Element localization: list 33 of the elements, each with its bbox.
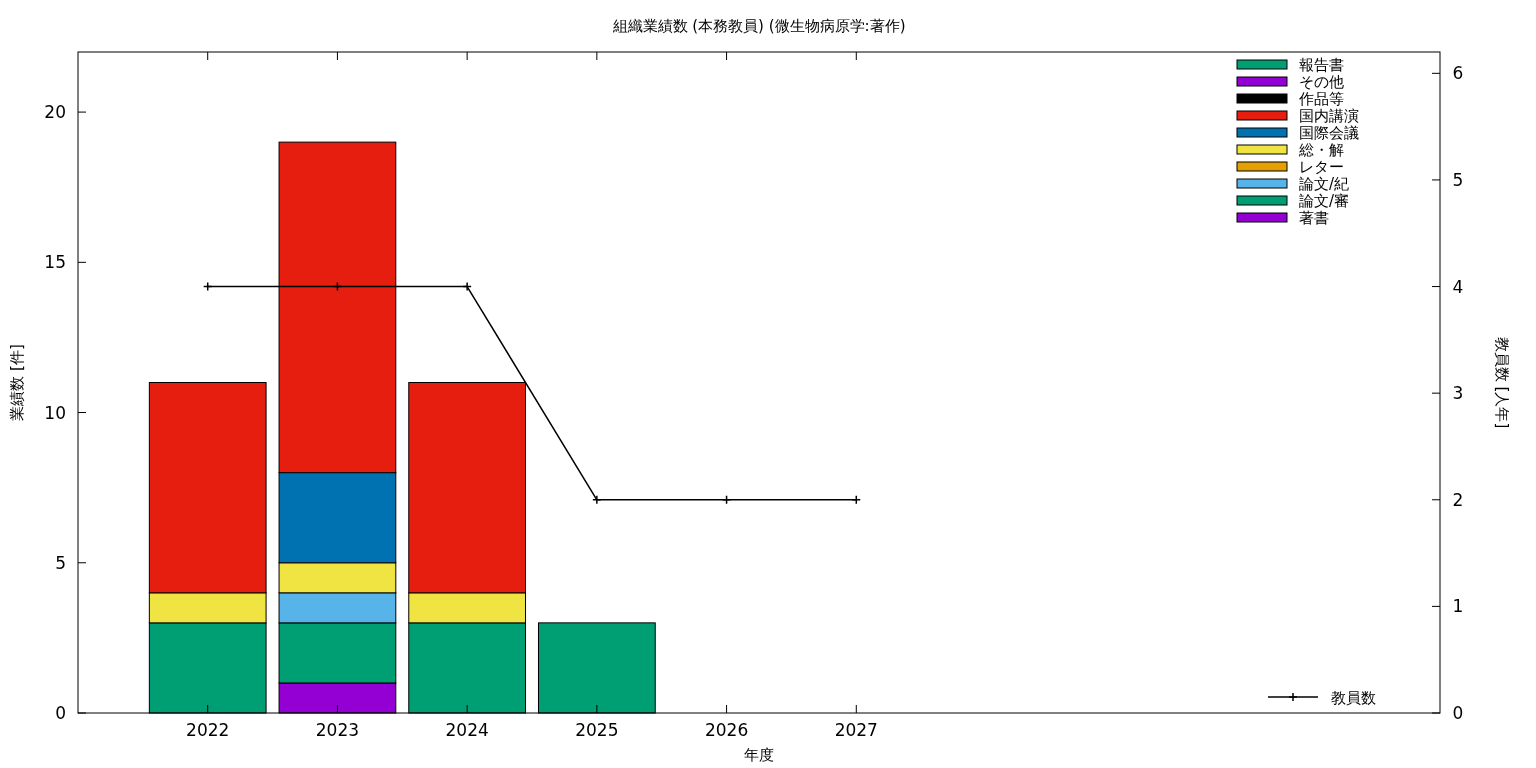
legend-label: 作品等 [1298,90,1344,108]
x-axis-title: 年度 [744,746,774,764]
legend-label: その他 [1299,73,1344,91]
x-tick-label: 2025 [575,720,619,740]
legend-label: 報告書 [1299,56,1344,74]
y-tick-label: 0 [55,703,66,723]
y2-tick-label: 3 [1452,383,1464,404]
legend-label: 国際会議 [1299,124,1359,142]
y2-tick-label: 0 [1452,703,1464,723]
chart-title: 組織業績数 (本務教員) (微生物病原学:著作) [611,17,906,35]
y-tick-label: 10 [44,402,66,423]
y2-tick-label: 5 [1452,169,1464,190]
y2-tick-label: 6 [1452,63,1464,84]
legend-label: 論文/審 [1299,192,1350,210]
x-tick-label: 2022 [186,720,230,740]
y-tick-label: 20 [44,102,66,123]
legend-label: 著書 [1299,209,1329,227]
legend-label: 総・解 [1298,141,1344,159]
x-tick-label: 2026 [704,720,749,740]
x-tick-label: 2023 [315,720,360,740]
y2-axis-title: 教員数 [人年] [1493,336,1511,429]
y2-tick-label: 4 [1452,276,1464,297]
legend-label: 論文/紀 [1299,175,1350,193]
y2-tick-label: 2 [1452,489,1464,510]
y-axis-title: 業績数 [件] [8,344,26,421]
legend-label: 国内講演 [1299,107,1359,125]
legend-label: 教員数 [1331,689,1376,707]
legend-label: レター [1299,158,1344,176]
x-tick-label: 2024 [445,720,489,740]
y-tick-label: 5 [55,552,66,573]
y-tick-label: 15 [44,252,66,273]
x-tick-label: 2027 [834,720,878,740]
y2-tick-label: 1 [1452,596,1464,617]
